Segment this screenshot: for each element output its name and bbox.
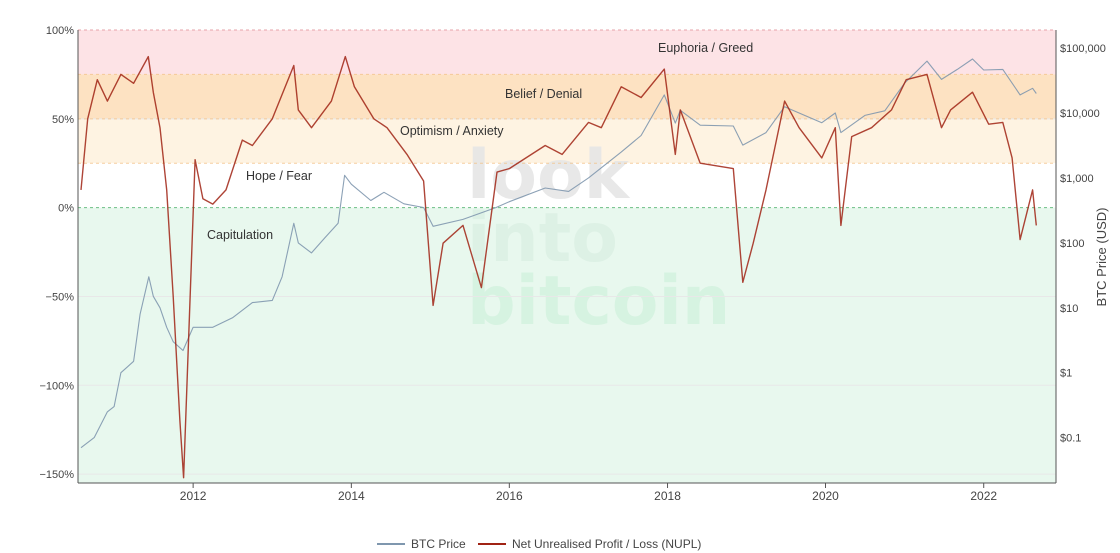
y-right-tick-label: $1	[1060, 368, 1072, 380]
axes: 100% 50% 0% −50% −100% −150% $100,000 $10,000 $1…	[39, 25, 1109, 503]
y-right-tick-label: $100	[1060, 238, 1084, 250]
zone-band-3	[78, 163, 1056, 208]
zone-labels: Euphoria / Greed Belief / Denial Optimism …	[207, 41, 753, 242]
y-left-tick-label: −150%	[39, 469, 74, 481]
x-tick-label: 2016	[496, 489, 523, 503]
legend-label-btc-price: BTC Price	[411, 537, 466, 551]
y-right-tick-label: $10	[1060, 303, 1078, 315]
zone-label: Capitulation	[207, 228, 273, 242]
legend-label-nupl: Net Unrealised Profit / Loss (NUPL)	[512, 537, 701, 551]
zone-band-4	[78, 207, 1056, 483]
y-left-tick-label: 100%	[46, 25, 74, 37]
y-right-tick-label: $1,000	[1060, 173, 1094, 185]
nupl-line	[80, 55, 1037, 479]
series-lines	[80, 55, 1037, 479]
y-left-tick-label: 50%	[52, 114, 74, 126]
zone-band-1	[78, 74, 1056, 119]
y-left-tick-label: 0%	[58, 203, 74, 215]
zone-band-0	[78, 30, 1056, 75]
zone-bands	[78, 30, 1056, 483]
grid-lines	[78, 29, 1056, 475]
zone-label: Euphoria / Greed	[658, 41, 753, 55]
zone-band-2	[78, 118, 1056, 164]
x-tick-label: 2022	[970, 489, 997, 503]
x-tick-label: 2014	[338, 489, 365, 503]
y-right-axis-title: BTC Price (USD)	[1094, 208, 1109, 307]
y-right-tick-label: $100,000	[1060, 43, 1106, 55]
watermark-word: bitcoin	[467, 262, 730, 341]
x-tick-label: 2020	[812, 489, 839, 503]
y-left-tick-label: −50%	[46, 291, 75, 303]
x-tick-label: 2018	[654, 489, 681, 503]
y-left-tick-label: −100%	[39, 380, 74, 392]
y-right-tick-label: $10,000	[1060, 108, 1100, 120]
btc-price-line	[80, 58, 1037, 449]
zone-label: Optimism / Anxiety	[400, 124, 504, 138]
zone-label: Belief / Denial	[505, 87, 582, 101]
x-tick-label: 2012	[180, 489, 207, 503]
zone-label: Hope / Fear	[246, 169, 312, 183]
legend[interactable]: BTC Price Net Unrealised Profit / Loss (N…	[377, 537, 701, 551]
y-right-tick-label: $0.1	[1060, 433, 1081, 445]
watermark-word: look	[467, 136, 631, 215]
